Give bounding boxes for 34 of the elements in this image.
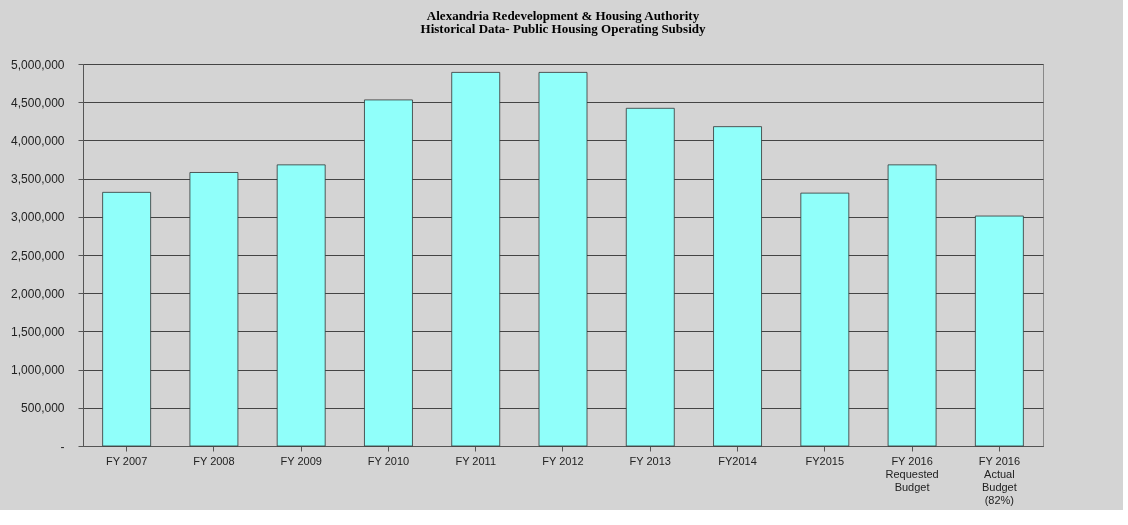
bar xyxy=(713,126,762,447)
bar xyxy=(102,191,152,447)
bar xyxy=(538,72,588,447)
x-tick-label: FY 2016 Actual Budget (82%) xyxy=(978,454,1021,506)
bar xyxy=(887,164,937,447)
bar xyxy=(800,192,850,447)
bar xyxy=(364,99,413,447)
y-tick-label: 5,000,000 xyxy=(11,57,65,72)
x-tick-label: FY 2007 xyxy=(105,454,148,467)
bar xyxy=(451,72,501,447)
x-tick-label: FY 2012 xyxy=(542,454,584,467)
bar xyxy=(625,107,675,447)
bar xyxy=(276,164,326,447)
y-tick-label: 4,500,000 xyxy=(11,95,65,110)
y-tick-label: 3,500,000 xyxy=(11,172,65,187)
y-tick-label: 4,000,000 xyxy=(11,133,65,148)
y-tick-label: 1,000,000 xyxy=(11,363,65,378)
y-tick-label: - xyxy=(60,439,65,454)
chart-title: Alexandria Redevelopment & Housing Authority xyxy=(426,8,700,23)
x-tick-label: FY2015 xyxy=(805,454,845,467)
y-tick-label: 2,000,000 xyxy=(11,286,65,301)
x-tick-label: FY 2009 xyxy=(280,454,322,467)
y-tick-label: 500,000 xyxy=(21,401,65,416)
x-tick-label: FY2014 xyxy=(718,454,757,467)
y-tick-label: 1,500,000 xyxy=(11,324,65,339)
y-tick-label: 3,000,000 xyxy=(11,210,65,225)
x-tick-label: FY 2013 xyxy=(629,454,671,467)
bar xyxy=(974,215,1024,447)
x-tick-label: FY 2010 xyxy=(367,454,410,467)
bar xyxy=(189,172,239,447)
x-tick-label: FY 2011 xyxy=(455,454,497,467)
x-tick-label: FY 2008 xyxy=(193,454,235,467)
y-tick-label: 2,500,000 xyxy=(11,248,65,263)
x-tick-label: FY 2016 Requested Budget xyxy=(885,454,939,493)
